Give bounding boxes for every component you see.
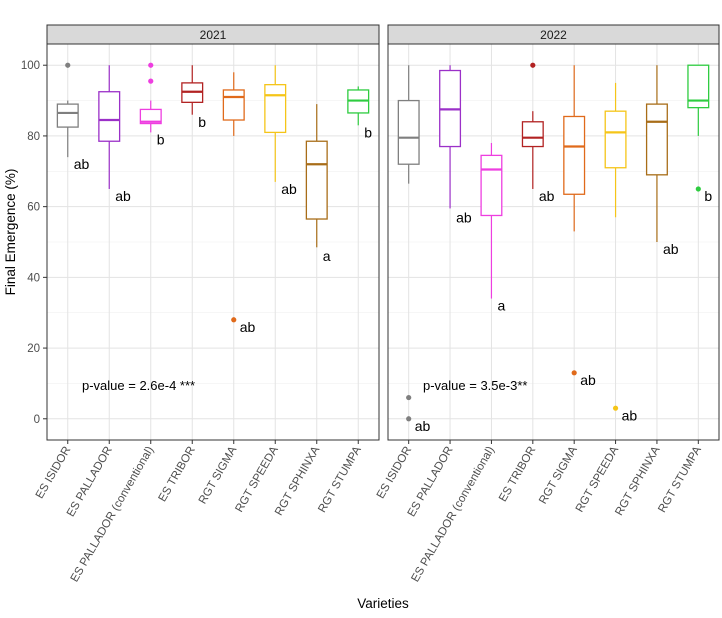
panel-border (387, 43, 720, 441)
y-tick-label: 100 (21, 60, 40, 72)
box-iqr (687, 64, 710, 109)
outlier-point (571, 370, 577, 376)
outlier-point (65, 62, 71, 68)
box-iqr (56, 103, 79, 128)
x-tick-label: RGT SIGMA (537, 444, 580, 506)
box-iqr (222, 89, 245, 121)
y-tick-label: 0 (34, 414, 40, 426)
y-axis-title: Final Emergence (%) (3, 169, 18, 296)
x-tick-label: RGT STUMPA (656, 444, 704, 515)
outlier-point (406, 416, 412, 422)
significance-letter: b (198, 114, 206, 130)
outlier-point (231, 317, 237, 323)
p-value-label: p-value = 2.6e-4 *** (82, 378, 195, 393)
x-tick-label: RGT STUMPA (316, 444, 364, 515)
x-tick-label: ES ISIDOR (34, 445, 73, 501)
significance-letter: b (704, 188, 712, 204)
significance-letter: ab (281, 181, 297, 197)
significance-letter: b (157, 131, 165, 147)
x-tick-label: RGT SPEEDA (233, 444, 281, 514)
outlier-point (148, 62, 154, 68)
p-value-label: p-value = 3.5e-3** (423, 378, 527, 393)
outlier-point (612, 405, 619, 411)
outlier-point (695, 186, 701, 192)
x-tick-label: ES TRIBOR (497, 445, 538, 505)
box-iqr (139, 108, 162, 125)
outlier-point (530, 62, 536, 68)
significance-letter: ab (115, 188, 131, 204)
x-tick-label: ES PALLADOR (conventional) (69, 444, 157, 584)
box-iqr (480, 154, 503, 217)
x-tick-label: ES TRIBOR (157, 445, 198, 505)
x-tick-label: ES PALLADOR (406, 445, 456, 519)
significance-letter: a (497, 298, 505, 314)
facet-strip-title: 2022 (540, 28, 567, 42)
significance-letter: ab (74, 156, 90, 172)
box-iqr (264, 84, 287, 134)
box-iqr (645, 103, 668, 176)
x-tick-label: ES PALLADOR (conventional) (409, 444, 497, 584)
facet-strip-title: 2021 (200, 28, 227, 42)
x-tick-label: ES PALLADOR (65, 445, 115, 519)
box-iqr (305, 140, 328, 220)
x-tick-label: ES ISIDOR (375, 445, 414, 501)
significance-letter: ab (539, 188, 555, 204)
significance-letter: ab (663, 241, 679, 257)
significance-letter: b (364, 124, 372, 140)
x-tick-label: RGT SPHINXA (613, 444, 662, 518)
y-tick-label: 20 (27, 343, 40, 355)
outlier-point (148, 78, 154, 84)
y-tick-label: 40 (27, 272, 40, 284)
box-iqr (563, 115, 586, 195)
x-tick-label: RGT SIGMA (197, 444, 240, 506)
panel-border (46, 43, 380, 441)
significance-letter: ab (456, 209, 472, 225)
box-iqr (604, 110, 627, 169)
x-axis-title: Varieties (357, 596, 409, 611)
significance-letter: a (323, 248, 331, 264)
outlier-point (406, 394, 412, 401)
significance-letter: ab (240, 319, 256, 335)
box-iqr (397, 99, 420, 165)
x-tick-label: RGT SPEEDA (574, 444, 622, 514)
y-tick-label: 60 (27, 202, 40, 214)
box-iqr (98, 91, 121, 142)
significance-letter: ab (622, 407, 638, 423)
significance-letter: ab (580, 372, 596, 388)
significance-letter: ab (415, 418, 431, 434)
y-tick-label: 80 (27, 131, 40, 143)
box-iqr (521, 121, 544, 148)
x-tick-label: RGT SPHINXA (273, 444, 322, 518)
